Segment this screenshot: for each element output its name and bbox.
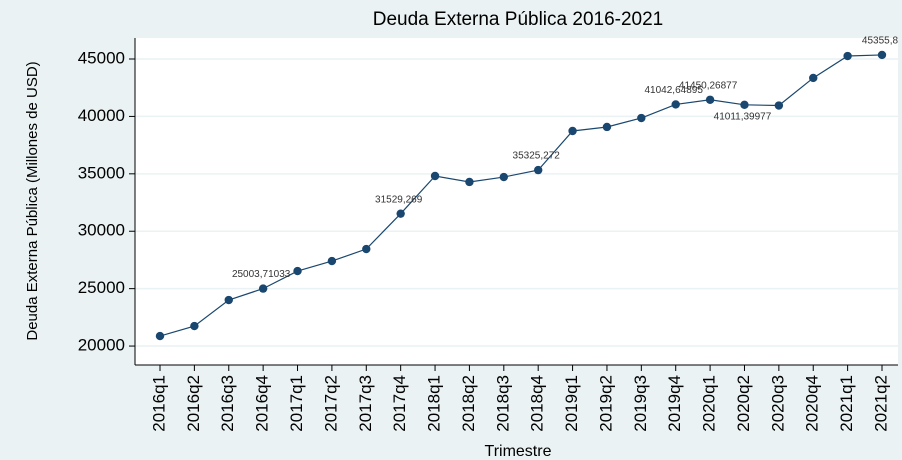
marker <box>155 331 165 341</box>
data-line <box>159 54 883 337</box>
marker <box>602 122 612 132</box>
x-tick-label: 2018q2 <box>459 375 478 432</box>
y-axis-title: Deuda Externa Pública (Millones de USD) <box>24 61 41 340</box>
marker <box>705 95 715 104</box>
marker <box>774 101 784 110</box>
x-tick-label: 2017q1 <box>287 375 306 432</box>
x-tick-label: 2019q4 <box>665 375 684 432</box>
marker <box>293 266 302 276</box>
marker <box>877 50 887 60</box>
marker <box>843 51 852 61</box>
x-tick-label: 2020q2 <box>734 375 753 432</box>
x-tick-label: 2021q1 <box>837 375 856 432</box>
data-label: 41450,26877 <box>679 80 738 91</box>
data-label: 41042,64895 <box>645 85 704 96</box>
x-tick-label: 2019q3 <box>631 375 650 432</box>
x-tick-label: 2016q3 <box>218 375 237 432</box>
y-tick-label: 20000 <box>78 336 125 355</box>
chart-title: Deuda Externa Pública 2016-2021 <box>373 9 663 30</box>
marker <box>258 284 268 293</box>
x-tick-label: 2019q1 <box>562 375 581 432</box>
marker <box>430 171 440 181</box>
data-label: 45355,8 <box>862 36 899 47</box>
data-label: 35325,272 <box>513 151 561 162</box>
plot-area <box>135 38 898 365</box>
y-tick-label: 35000 <box>78 163 125 182</box>
marker <box>533 165 543 175</box>
marker <box>362 244 371 254</box>
x-tick-label: 2018q1 <box>425 375 444 432</box>
marker <box>190 321 199 331</box>
marker <box>396 209 405 218</box>
series: 25003,71033 31529,269 35325,272 41042,64895… <box>155 36 899 341</box>
marker <box>637 113 646 123</box>
y-tick-label: 25000 <box>78 278 125 297</box>
marker <box>465 177 474 187</box>
x-tick-label: 2016q2 <box>184 375 203 432</box>
x-tick-label: 2020q3 <box>768 375 787 432</box>
x-tick-label: 2021q2 <box>871 375 890 432</box>
data-label: 31529,269 <box>375 194 423 205</box>
y-tick-label: 30000 <box>78 221 125 240</box>
marker <box>568 126 577 136</box>
marker <box>327 256 337 266</box>
x-tick-label: 2018q4 <box>528 375 547 432</box>
y-tick-label: 40000 <box>78 106 125 125</box>
data-label: 25003,71033 <box>232 269 291 280</box>
marker <box>499 172 509 182</box>
x-tick-label: 2019q2 <box>596 375 615 432</box>
marker <box>809 73 818 83</box>
marker <box>740 100 749 110</box>
x-tick-label: 2020q1 <box>700 375 719 432</box>
x-tick-label: 2020q4 <box>803 375 822 432</box>
marker <box>671 100 680 109</box>
x-tick-label: 2017q4 <box>390 375 409 432</box>
data-label: 41011,39977 <box>714 111 772 122</box>
x-tick-label: 2017q3 <box>356 375 375 432</box>
x-tick-label: 2018q3 <box>493 375 512 432</box>
y-tick-label: 45000 <box>78 48 125 67</box>
x-tick-label: 2017q2 <box>321 375 340 432</box>
x-tick-label: 2016q1 <box>149 375 168 432</box>
x-axis-title: Trimestre <box>485 443 552 460</box>
x-tick-label: 2016q4 <box>253 375 272 432</box>
marker <box>224 295 233 305</box>
